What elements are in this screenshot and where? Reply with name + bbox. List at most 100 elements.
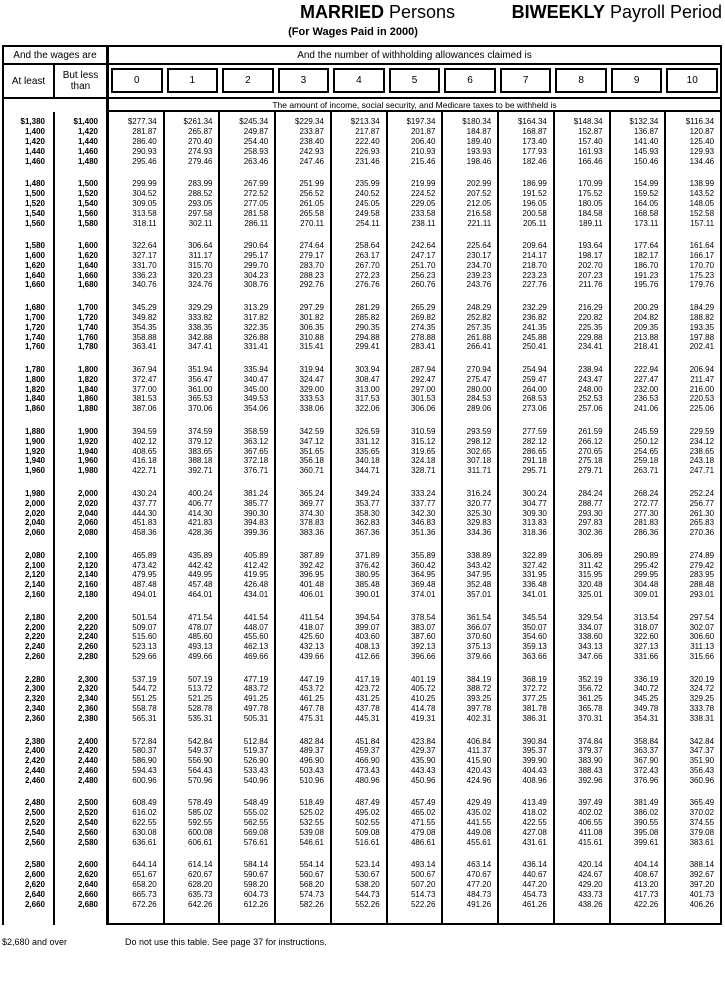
tax-cell: 263.46 xyxy=(243,156,269,166)
tax-cell: 412.42 xyxy=(243,560,269,570)
tax-cell: 390.30 xyxy=(243,508,269,518)
tax-cell: 542.84 xyxy=(188,736,213,746)
tax-cell: 308.47 xyxy=(355,374,380,384)
tax-cell: 392.67 xyxy=(689,870,715,880)
wage-cell: 1,720 xyxy=(24,322,45,332)
tax-cell: 370.06 xyxy=(188,404,213,414)
tax-cell: 400.24 xyxy=(188,488,213,498)
tax-cell: 374.30 xyxy=(299,508,324,518)
tax-cell: 352.48 xyxy=(466,580,492,590)
tax-cell: 166.46 xyxy=(578,156,603,166)
tax-cell: 406.77 xyxy=(188,498,213,508)
tax-cell: 376.96 xyxy=(633,776,659,786)
tax-cell: 327.13 xyxy=(633,642,659,652)
wage-cell: 1,520 xyxy=(24,198,45,208)
tax-column-3: $229.34 233.87 238.40 242.93 247.46 251.99 256… xyxy=(276,112,332,925)
tax-cell: 145.93 xyxy=(633,146,659,156)
tax-cell: 277.59 xyxy=(522,426,547,436)
tax-cell: 333.24 xyxy=(410,488,436,498)
tax-cell: 392.13 xyxy=(410,642,436,652)
tax-cell: 630.08 xyxy=(132,828,157,838)
tax-cell: 310.59 xyxy=(410,426,436,436)
wage-cell: 1,740 xyxy=(77,322,98,332)
tax-cell: 279.42 xyxy=(689,560,715,570)
tax-cell: 419.95 xyxy=(243,570,269,580)
tax-cell: 372.43 xyxy=(633,766,659,776)
tax-cell: 514.73 xyxy=(410,890,436,900)
tax-cell: 424.96 xyxy=(466,776,492,786)
tax-cell: 283.70 xyxy=(299,260,324,270)
tax-cell: 331.70 xyxy=(132,260,157,270)
tax-cell: 644.14 xyxy=(132,860,157,870)
tax-cell: 306.35 xyxy=(299,322,324,332)
tax-cell: 252.82 xyxy=(466,312,492,322)
tax-cell: 479.95 xyxy=(132,570,157,580)
tax-cell: 170.99 xyxy=(578,178,603,188)
tax-cell: 395.37 xyxy=(522,746,547,756)
but-less-than-column: $1,400 1,420 1,440 1,460 1,480 1,500 1,520 1,54… xyxy=(55,112,109,925)
tax-cell: 335.65 xyxy=(355,446,380,456)
tax-cell: 257.06 xyxy=(578,404,603,414)
do-not-use-note: Do not use this table. See page 37 for i… xyxy=(125,937,327,947)
tax-cell: 180.05 xyxy=(578,198,603,208)
tax-cell: 580.37 xyxy=(132,746,157,756)
tax-cell: 311.42 xyxy=(578,560,603,570)
tax-cell: 254.65 xyxy=(633,446,659,456)
tax-cell: 480.96 xyxy=(355,776,380,786)
tax-cell: 349.82 xyxy=(132,312,157,322)
tax-cell: 268.24 xyxy=(633,488,659,498)
wage-cell: 2,020 xyxy=(24,508,45,518)
tax-cell: 570.96 xyxy=(188,776,213,786)
tax-cell: 394.83 xyxy=(243,518,269,528)
tax-cell: 200.58 xyxy=(522,208,547,218)
tax-cell: 590.67 xyxy=(243,870,269,880)
tax-cell: 417.19 xyxy=(355,674,380,684)
tax-cell: 138.99 xyxy=(689,178,715,188)
tax-cell: 241.35 xyxy=(522,322,547,332)
tax-cell: 383.07 xyxy=(410,622,436,632)
tax-cell: 245.59 xyxy=(633,426,659,436)
wage-cell: 1,620 xyxy=(24,260,45,270)
tax-cell: 342.59 xyxy=(299,426,324,436)
tax-cell: 528.78 xyxy=(188,704,213,714)
tax-cell: 365.24 xyxy=(299,488,324,498)
tax-cell: 249.58 xyxy=(355,208,380,218)
tax-cell: 273.06 xyxy=(522,404,547,414)
tax-cell: 406.55 xyxy=(578,818,603,828)
tax-cell: 311.71 xyxy=(467,466,492,476)
tax-cell: 442.42 xyxy=(188,560,213,570)
tax-cell: 411.08 xyxy=(578,828,603,838)
tax-cell: 229.59 xyxy=(689,426,715,436)
tax-cell: 507.19 xyxy=(188,674,213,684)
tax-cell: 365.49 xyxy=(689,798,715,808)
tax-cell: 440.67 xyxy=(522,870,547,880)
tax-cell: 496.90 xyxy=(299,756,324,766)
tax-cell: 401.73 xyxy=(689,890,715,900)
tax-cell: 324.76 xyxy=(188,280,213,290)
wage-cell: 1,500 xyxy=(77,178,98,188)
tax-cell: 403.60 xyxy=(355,632,380,642)
tax-cell: 351.65 xyxy=(299,446,324,456)
tax-cell: 184.29 xyxy=(689,302,715,312)
tax-cell: 218.70 xyxy=(522,260,547,270)
tax-cell: 274.64 xyxy=(299,240,324,250)
tax-cell: 315.66 xyxy=(689,652,715,662)
wage-cell: 2,180 xyxy=(77,590,98,600)
tax-cell: 189.11 xyxy=(578,218,603,228)
tax-cell: 222.94 xyxy=(633,364,659,374)
tax-cell: 354.31 xyxy=(633,714,659,724)
tax-cell: 231.46 xyxy=(355,156,380,166)
tax-cell: 309.30 xyxy=(522,508,547,518)
tax-cell: 360.96 xyxy=(689,776,715,786)
tax-cell: 152.58 xyxy=(689,208,715,218)
wage-cell: 2,340 xyxy=(77,694,98,704)
tax-cell: 238.40 xyxy=(299,136,324,146)
wage-cell: 1,820 xyxy=(24,384,45,394)
tax-cell: 386.02 xyxy=(633,808,659,818)
tax-cell: 256.23 xyxy=(410,270,436,280)
tax-cell: $164.34 xyxy=(517,117,547,126)
tax-cell: 233.87 xyxy=(299,126,324,136)
tax-cell: 202.99 xyxy=(466,178,492,188)
tax-cell: 288.52 xyxy=(188,188,213,198)
wage-cell: 1,860 xyxy=(77,394,98,404)
